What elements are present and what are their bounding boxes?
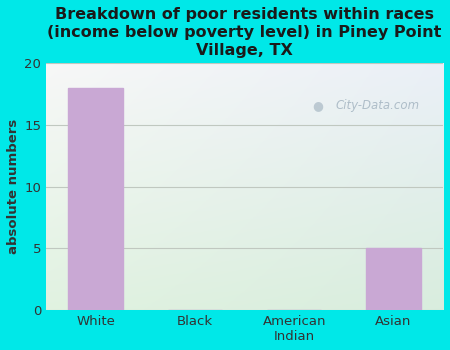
Text: City-Data.com: City-Data.com — [336, 99, 420, 112]
Text: ●: ● — [313, 99, 324, 112]
Bar — [68, 88, 123, 310]
Title: Breakdown of poor residents within races
(income below poverty level) in Piney P: Breakdown of poor residents within races… — [47, 7, 442, 58]
Bar — [366, 248, 421, 310]
Y-axis label: absolute numbers: absolute numbers — [7, 119, 20, 254]
